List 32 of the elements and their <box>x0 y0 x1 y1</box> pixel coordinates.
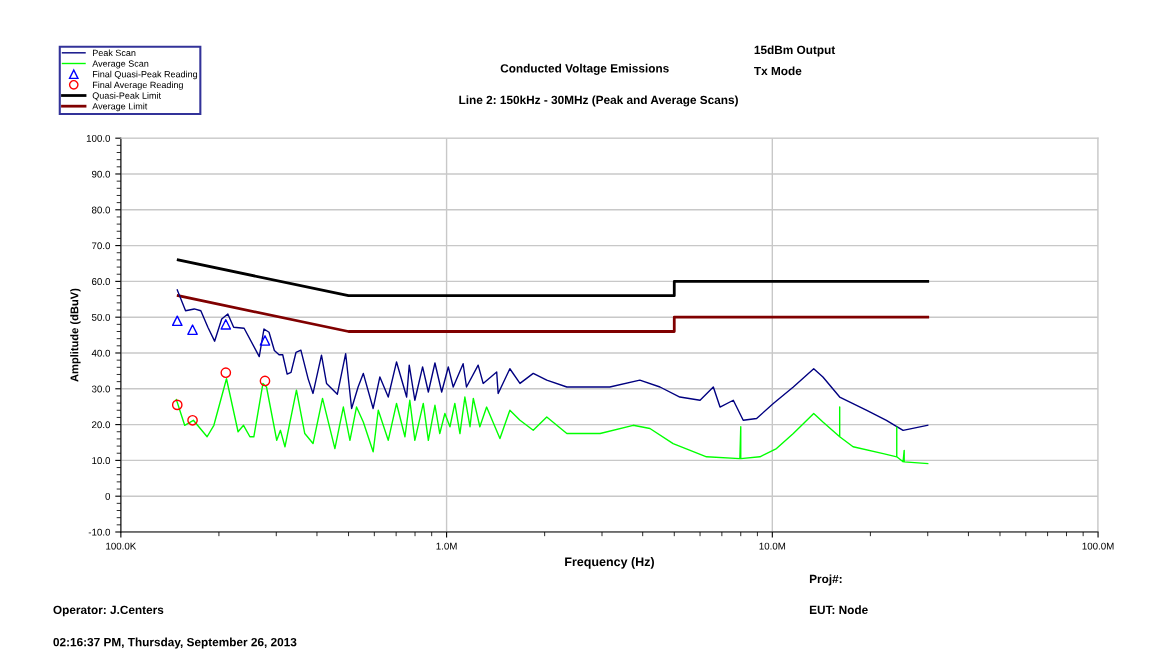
legend-label: Average Scan <box>92 60 149 69</box>
text: Tx Mode <box>754 66 802 76</box>
legend-label: Final Average Reading <box>93 81 183 90</box>
y-tick-label: 30.0 <box>91 385 111 393</box>
x-tick-label: 1.0M <box>436 542 457 550</box>
y-tick-label: 40.0 <box>91 349 111 357</box>
y-tick-label: 70.0 <box>92 242 111 250</box>
x-tick-label: 100.0M <box>1082 542 1114 550</box>
text: Proj#: <box>809 574 842 586</box>
text: EUT: Node <box>809 605 868 615</box>
y-tick-label: 100.0 <box>86 134 111 142</box>
y-tick-label: 80.0 <box>91 206 111 214</box>
x-tick-label: 10.0M <box>759 542 786 550</box>
legend-label: Average Limit <box>92 102 148 112</box>
y-tick-label: -10.0 <box>88 528 111 536</box>
y-tick-label: 10.0 <box>92 457 111 465</box>
y-tick-label: 60.0 <box>92 278 111 285</box>
y-tick-label: 0 <box>105 492 111 500</box>
y-tick-label: 90.0 <box>91 170 111 178</box>
x-axis-title: Frequency (Hz) <box>565 557 654 569</box>
x-tick-label: 100.0K <box>106 542 137 550</box>
y-axis-title: Amplitude (dBuV) <box>70 288 81 382</box>
legend-label: Peak Scan <box>93 49 136 57</box>
text: Operator: J.Centers <box>53 605 164 617</box>
text: 15dBm Output <box>754 45 836 57</box>
legend-label: Quasi-Peak Limit <box>92 92 161 101</box>
y-tick-label: 20.0 <box>92 421 111 429</box>
text: 02:16:37 PM, Thursday, September 26, 2013 <box>53 637 297 649</box>
chart-subtitle: Line 2: 150kHz - 30MHz (Peak and Average Scans) <box>459 95 738 107</box>
chart-title: Conducted Voltage Emissions <box>500 63 669 75</box>
legend-label: Final Quasi-Peak Reading <box>93 70 198 80</box>
y-tick-label: 50.0 <box>91 313 111 321</box>
